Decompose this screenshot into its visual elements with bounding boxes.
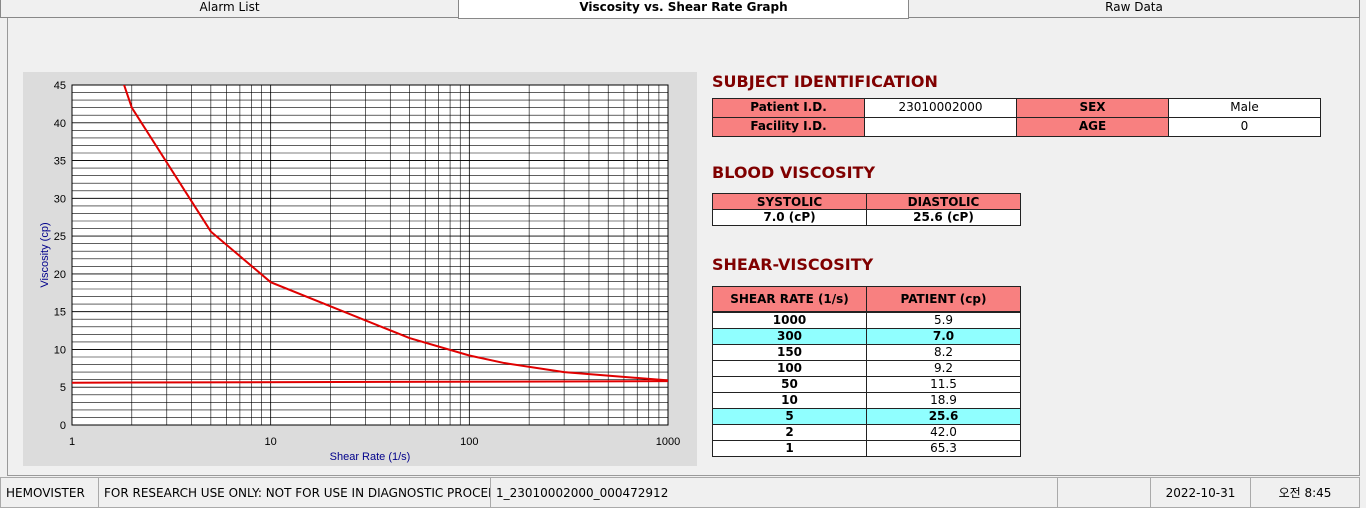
field-value: 0 — [1168, 117, 1321, 137]
status-cell: HEMOVISTER — [0, 477, 99, 508]
table-cell: 7.0 — [866, 328, 1021, 345]
table-cell: 1 — [712, 440, 867, 457]
table-cell: 9.2 — [866, 360, 1021, 377]
header-cell: SYSTOLIC — [712, 193, 867, 210]
header-cell: PATIENT (cp) — [866, 286, 1021, 312]
y-tick-label: 10 — [54, 344, 66, 356]
tab[interactable]: Viscosity vs. Shear Rate Graph — [458, 0, 909, 19]
table-cell: 8.2 — [866, 344, 1021, 361]
x-tick-label: 1 — [69, 436, 75, 448]
field-label: Patient I.D. — [712, 98, 865, 118]
x-tick-label: 1000 — [656, 436, 680, 448]
y-tick-label: 5 — [60, 382, 66, 394]
tab[interactable]: Alarm List — [0, 0, 459, 18]
table-cell: 2 — [712, 424, 867, 441]
status-cell: 1_23010002000_000472912 — [490, 477, 1058, 508]
header-cell: SHEAR RATE (1/s) — [712, 286, 867, 312]
chart: 0 5 10 15 20 25 30 35 40 45 1 10 100 1000 Shear Rate (… — [23, 72, 697, 466]
y-tick-label: 35 — [54, 156, 66, 168]
y-tick-label: 30 — [54, 193, 66, 205]
status-cell: FOR RESEARCH USE ONLY: NOT FOR USE IN DI… — [98, 477, 491, 508]
table-cell: 1000 — [712, 312, 867, 329]
y-tick-label: 0 — [60, 420, 66, 432]
plot-area — [71, 84, 669, 426]
section-title: SHEAR-VISCOSITY — [712, 255, 874, 274]
y-tick-label: 25 — [54, 231, 66, 243]
table-cell: 10 — [712, 392, 867, 409]
status-cell — [1057, 477, 1151, 508]
x-tick-label: 10 — [265, 436, 277, 448]
status-cell: 2022-10-31 — [1150, 477, 1251, 508]
data-line — [72, 380, 668, 384]
table-cell: 18.9 — [866, 392, 1021, 409]
table-cell: 50 — [712, 376, 867, 393]
y-tick-label: 45 — [54, 80, 66, 92]
y-tick-label: 20 — [54, 269, 66, 281]
y-tick-label: 40 — [54, 118, 66, 130]
table-cell: 42.0 — [866, 424, 1021, 441]
header-cell: DIASTOLIC — [866, 193, 1021, 210]
section-title: SUBJECT IDENTIFICATION — [712, 72, 938, 91]
y-axis-label: Viscosity (cp) — [39, 222, 51, 287]
section-title: BLOOD VISCOSITY — [712, 163, 876, 182]
x-tick-label: 100 — [460, 436, 478, 448]
field-value: Male — [1168, 98, 1321, 118]
panel — [7, 18, 1360, 476]
x-axis-label: Shear Rate (1/s) — [330, 451, 411, 463]
field-value: 23010002000 — [864, 98, 1017, 118]
y-tick-label: 15 — [54, 307, 66, 319]
field-label: AGE — [1016, 117, 1169, 137]
table-cell: 100 — [712, 360, 867, 377]
table-cell: 150 — [712, 344, 867, 361]
tab[interactable]: Raw Data — [908, 0, 1360, 18]
value-cell: 25.6 (cP) — [866, 209, 1021, 226]
value-cell: 7.0 (cP) — [712, 209, 867, 226]
table-cell: 5 — [712, 408, 867, 425]
status-cell: 오전 8:45 — [1250, 477, 1360, 508]
table-cell: 300 — [712, 328, 867, 345]
data-line — [123, 85, 668, 382]
field-value — [864, 117, 1017, 137]
table-cell: 5.9 — [866, 312, 1021, 329]
table-cell: 11.5 — [866, 376, 1021, 393]
field-label: Facility I.D. — [712, 117, 865, 137]
table-cell: 25.6 — [866, 408, 1021, 425]
field-label: SEX — [1016, 98, 1169, 118]
table-cell: 65.3 — [866, 440, 1021, 457]
